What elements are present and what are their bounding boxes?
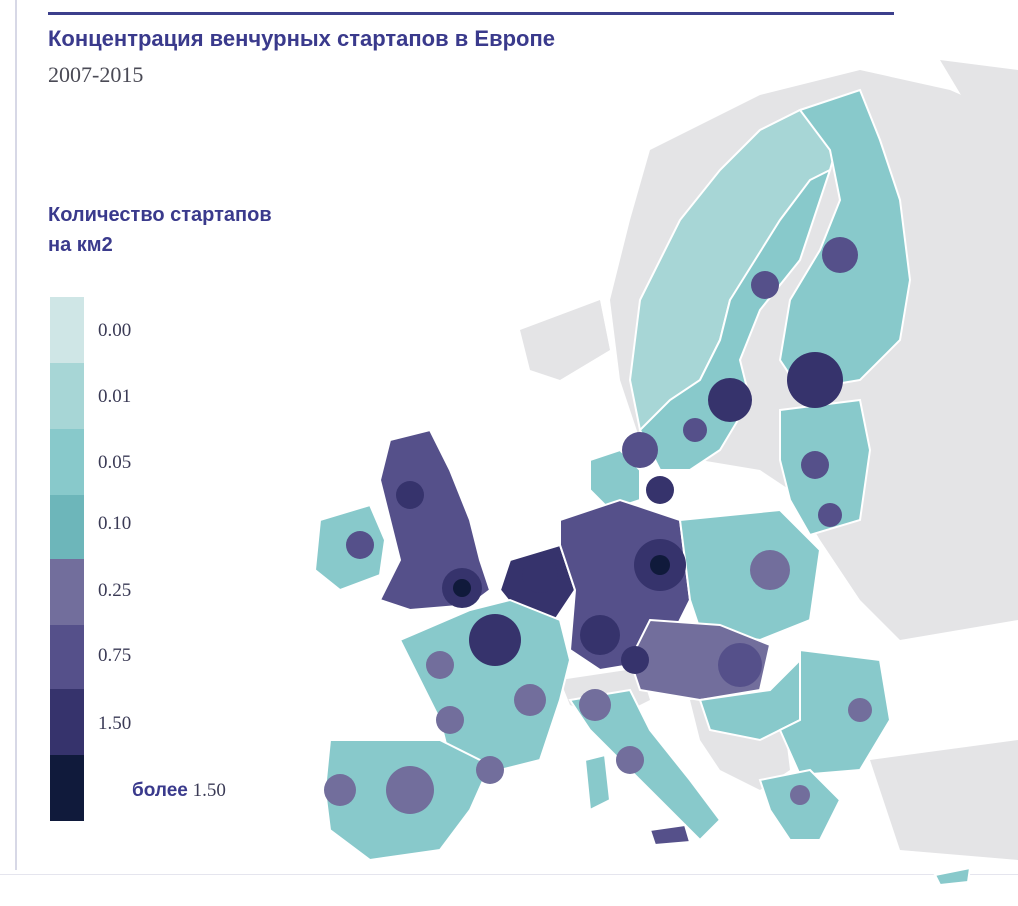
legend-swatch-3	[50, 495, 84, 559]
legend-last-prefix: более	[132, 780, 188, 801]
cyprus	[935, 868, 970, 885]
legend-swatch-7	[50, 755, 84, 821]
legend-swatch-2	[50, 429, 84, 495]
legend-label-2: 0.05	[98, 452, 131, 474]
map-subtitle: 2007-2015	[48, 62, 143, 88]
sicily	[650, 825, 690, 845]
legend-label-7: более 1.50	[132, 780, 226, 802]
legend-swatch-0	[50, 297, 84, 363]
legend-label-0: 0.00	[98, 320, 131, 342]
legend-swatch-6	[50, 689, 84, 755]
map-title: Концентрация венчурных стартапов в Европ…	[48, 26, 555, 52]
legend-label-1: 0.01	[98, 386, 131, 408]
poland	[680, 510, 820, 640]
legend-title-line2: на км2	[48, 230, 348, 260]
legend-title-line1: Количество стартапов	[48, 200, 348, 230]
legend-title: Количество стартапов на км2	[48, 200, 348, 260]
sardinia	[585, 755, 610, 810]
legend-label-3: 0.10	[98, 513, 131, 535]
legend-swatch-1	[50, 363, 84, 429]
legend-label-4: 0.25	[98, 580, 131, 602]
legend-swatch-5	[50, 625, 84, 689]
legend-swatch-4	[50, 559, 84, 625]
legend-label-6: 1.50	[98, 713, 131, 735]
legend-label-5: 0.75	[98, 645, 131, 667]
legend-last-value: 1.50	[193, 780, 226, 801]
